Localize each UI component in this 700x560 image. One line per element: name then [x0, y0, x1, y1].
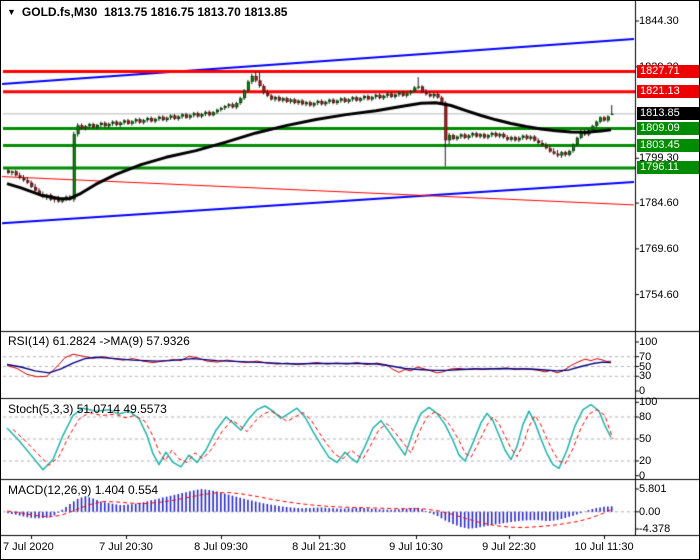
rsi-axis-label: 0: [639, 385, 646, 397]
price-tick-label: 1799.30: [639, 152, 679, 165]
time-label: 9 Jul 22:30: [482, 541, 536, 553]
price-tick-label: 1844.30: [639, 15, 679, 27]
price-badge: 1821.13: [637, 85, 699, 99]
stoch-axis-label: 50: [639, 432, 652, 445]
stoch-panel-label: Stoch(5,3,3) 51.0714 49.5573: [8, 402, 167, 416]
stoch-axis-label: 20: [639, 454, 652, 467]
time-label: 10 Jul 11:30: [574, 541, 634, 553]
time-label: 9 Jul 10:30: [389, 541, 443, 553]
rsi-panel-label: RSI(14) 61.2824 ->MA(9) 57.9326: [8, 334, 190, 348]
chart-title: ▼ GOLD.fs,M30 1813.75 1816.75 1813.70 181…: [7, 5, 287, 19]
price-tick-label: 1754.60: [639, 288, 679, 301]
time-label: 8 Jul 21:30: [292, 541, 346, 553]
rsi-axis-label: 70: [639, 350, 652, 363]
stoch-axis-label: 80: [639, 411, 652, 423]
macd-axis-label: -4.378: [639, 523, 671, 535]
price-tick-label: 1769.60: [639, 242, 679, 255]
stoch-axis-label: 100: [639, 396, 658, 409]
macd-panel-label: MACD(12,26,9) 1.404 0.554: [8, 483, 159, 497]
rsi-axis-label: 100: [639, 336, 658, 348]
rsi-axis-label: 50: [639, 360, 652, 373]
price-tick-label: 1784.60: [639, 197, 679, 210]
price-badge: 1813.85: [637, 107, 699, 121]
time-label: 7 Jul 20:30: [99, 541, 153, 553]
price-badge: 1827.71: [637, 65, 699, 79]
time-label: 7 Jul 2020: [3, 541, 54, 553]
ohlc-values: 1813.75 1816.75 1813.70 1813.85: [103, 5, 288, 19]
stoch-axis-label: 0: [639, 469, 646, 482]
price-badge: 1803.45: [637, 139, 699, 153]
symbol-label: GOLD.fs,M30: [21, 5, 98, 19]
macd-axis-label: 0.00: [639, 505, 661, 518]
price-badge: 1796.11: [637, 161, 699, 175]
price-badge: 1809.09: [637, 121, 699, 135]
symbol-collapse-icon[interactable]: ▼: [7, 7, 16, 17]
macd-axis-label: 5.801: [639, 483, 667, 495]
time-label: 8 Jul 09:30: [194, 541, 248, 553]
rsi-axis-label: 30: [639, 370, 652, 383]
